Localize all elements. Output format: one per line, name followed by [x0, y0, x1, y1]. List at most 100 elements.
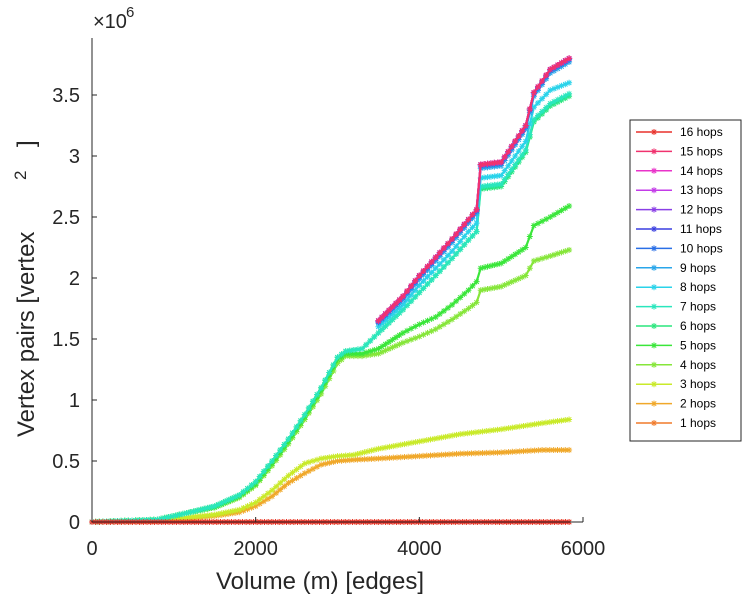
series-marker: [240, 488, 247, 495]
series-marker: [457, 238, 464, 245]
series-marker: [378, 326, 385, 333]
series-marker: [501, 258, 508, 265]
series-marker: [183, 514, 190, 521]
series-marker: [449, 316, 456, 323]
series-marker: [215, 510, 222, 517]
y-tick-label: 3: [69, 146, 80, 168]
series-marker: [392, 308, 399, 315]
series-marker: [378, 314, 385, 321]
series-marker: [394, 442, 401, 449]
series-marker: [375, 455, 382, 462]
series-marker: [382, 455, 389, 462]
series-marker: [554, 209, 561, 216]
legend-entry: 14 hops: [636, 164, 723, 178]
legend-entry: 12 hops: [636, 203, 723, 217]
series-marker: [367, 351, 374, 358]
series-marker: [513, 424, 520, 431]
series-marker: [396, 332, 403, 339]
series-marker: [297, 463, 304, 470]
series-marker: [256, 473, 263, 480]
series-marker: [359, 345, 366, 352]
series-marker: [277, 479, 284, 486]
series-marker: [449, 235, 456, 242]
series-marker: [566, 447, 573, 454]
series-marker: [158, 515, 165, 522]
series-marker: [240, 504, 247, 511]
series-marker: [379, 455, 386, 462]
series-marker: [404, 327, 411, 334]
series-marker: [408, 336, 415, 343]
series-marker: [515, 275, 522, 282]
series-marker: [547, 87, 554, 94]
series-marker: [530, 222, 537, 229]
series-marker: [201, 505, 208, 512]
series-marker: [147, 516, 154, 523]
series-marker: [150, 516, 157, 523]
series-marker: [449, 432, 456, 439]
series-marker: [264, 490, 271, 497]
series-marker: [389, 316, 396, 323]
series-marker: [444, 259, 451, 266]
series-marker: [432, 272, 439, 279]
series-marker: [550, 447, 557, 454]
series-marker: [179, 514, 186, 521]
legend-entry: 16 hops: [636, 125, 723, 139]
series-marker: [434, 435, 441, 442]
series-marker: [289, 469, 296, 476]
series-marker: [169, 513, 176, 520]
legend-label: 8 hops: [680, 280, 716, 294]
series-marker: [404, 302, 411, 309]
series-marker: [252, 478, 259, 485]
series-marker: [248, 501, 255, 508]
series-marker: [412, 277, 419, 284]
series-marker: [473, 220, 480, 227]
series-marker: [436, 323, 443, 330]
legend-swatch-marker: [651, 381, 657, 388]
series-marker: [512, 153, 519, 159]
series-marker: [424, 329, 431, 336]
series-marker: [558, 59, 565, 66]
series-marker: [440, 321, 447, 328]
series-marker: [326, 459, 333, 466]
series-marker: [416, 333, 423, 340]
series-marker: [396, 296, 403, 303]
series-marker: [404, 296, 411, 303]
series-marker: [405, 440, 412, 447]
series-marker: [526, 121, 533, 128]
legend-entry: 8 hops: [636, 280, 716, 294]
series-marker: [342, 348, 349, 355]
series-marker: [472, 429, 479, 436]
series-marker: [318, 455, 325, 462]
series-marker: [535, 420, 542, 427]
y-tick-label: 1: [69, 390, 80, 412]
series-marker: [516, 423, 523, 430]
series-marker: [297, 472, 304, 479]
series-marker: [473, 206, 480, 213]
series-marker: [222, 498, 229, 505]
series-marker: [449, 255, 456, 262]
y-tick-label: 1.5: [52, 329, 80, 351]
series-marker: [416, 272, 423, 279]
legend-swatch-marker: [651, 264, 657, 271]
y-tick-label: 0.5: [52, 451, 80, 473]
series-marker: [519, 143, 526, 150]
series-marker: [215, 501, 222, 508]
series-marker: [204, 512, 211, 519]
series-marker: [558, 94, 565, 101]
series-15-hops: [375, 55, 573, 324]
series-marker: [357, 450, 364, 457]
series-marker: [408, 282, 415, 289]
series-marker: [491, 284, 498, 291]
series-marker: [342, 452, 349, 459]
series-marker: [375, 350, 382, 357]
series-marker: [505, 148, 512, 155]
series-marker: [176, 515, 183, 522]
legend-entry: 3 hops: [636, 377, 716, 391]
series-marker: [534, 83, 541, 90]
series-marker: [260, 498, 267, 505]
series-marker: [420, 267, 427, 274]
series-marker: [346, 452, 353, 459]
series-marker: [558, 82, 565, 89]
series-marker: [558, 417, 565, 424]
series-marker: [385, 338, 392, 345]
